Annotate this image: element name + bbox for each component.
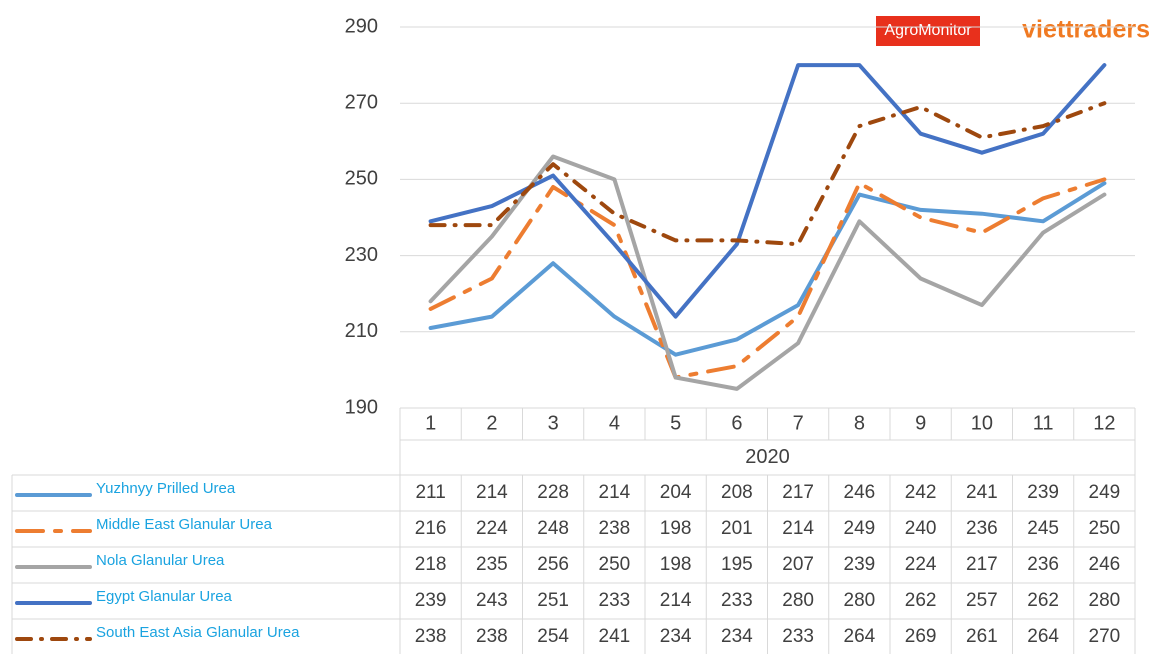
series-line: [428, 63, 1107, 319]
table-value: 234: [660, 626, 692, 647]
table-value: 214: [476, 482, 508, 503]
table-value: 204: [660, 482, 692, 503]
table-value: 224: [476, 518, 508, 539]
table-value: 195: [721, 554, 753, 575]
table-value: 233: [599, 590, 631, 611]
table-value: 211: [415, 482, 445, 503]
table-value: 264: [1027, 626, 1059, 647]
y-tick-label: 210: [345, 320, 378, 342]
x-tick-label: 8: [854, 412, 865, 434]
table-value: 198: [660, 518, 692, 539]
y-tick-label: 230: [345, 244, 378, 266]
x-tick-label: 12: [1093, 412, 1115, 434]
table-value: 280: [844, 590, 876, 611]
table-value: 236: [966, 518, 998, 539]
x-tick-label: 2: [486, 412, 497, 434]
x-tick-label: 11: [1033, 412, 1054, 434]
table-value: 218: [415, 554, 447, 575]
legend-label: Nola Glanular Urea: [96, 552, 225, 569]
table-value: 257: [966, 590, 998, 611]
brand-box: [876, 16, 980, 46]
table-value: 262: [1027, 590, 1059, 611]
table-value: 234: [721, 626, 753, 647]
table-value: 238: [599, 518, 631, 539]
legend-label: Yuzhnyy Prilled Urea: [96, 480, 236, 497]
table-value: 207: [782, 554, 814, 575]
table-value: 261: [966, 626, 998, 647]
table-value: 246: [844, 482, 876, 503]
y-tick-label: 250: [345, 168, 378, 190]
table-value: 241: [599, 626, 631, 647]
legend-label: South East Asia Glanular Urea: [96, 624, 300, 641]
brand-right: viettraders: [1022, 16, 1150, 44]
table-value: 242: [905, 482, 937, 503]
brand-left: AgroMonitor: [884, 22, 972, 39]
table-value: 243: [476, 590, 508, 611]
x-tick-label: 10: [971, 412, 993, 434]
x-tick-label: 1: [425, 412, 436, 434]
table-value: 239: [415, 590, 447, 611]
table-value: 248: [537, 518, 569, 539]
table-value: 280: [782, 590, 814, 611]
table-value: 235: [476, 554, 508, 575]
table-value: 270: [1089, 626, 1121, 647]
table-value: 254: [537, 626, 569, 647]
legend-label: Egypt Glanular Urea: [96, 588, 233, 605]
table-value: 214: [782, 518, 814, 539]
x-tick-label: 7: [793, 412, 804, 434]
y-tick-label: 190: [345, 396, 378, 418]
table-value: 249: [1089, 482, 1121, 503]
table-value: 228: [537, 482, 569, 503]
series-line: [428, 154, 1107, 391]
table-value: 238: [415, 626, 447, 647]
table-value: 246: [1089, 554, 1121, 575]
table-value: 217: [966, 554, 998, 575]
table-value: 245: [1027, 518, 1059, 539]
y-tick-label: 270: [345, 91, 378, 113]
table-value: 250: [599, 554, 631, 575]
series-line: [428, 181, 1107, 357]
table-value: 198: [660, 554, 692, 575]
table-value: 216: [415, 518, 447, 539]
series-line: [428, 101, 1107, 247]
table-value: 217: [782, 482, 814, 503]
y-tick-label: 290: [345, 15, 378, 37]
series-line: [428, 177, 1107, 380]
x-group-label: 2020: [745, 446, 790, 468]
table-value: 249: [844, 518, 876, 539]
table-value: 262: [905, 590, 937, 611]
table-value: 280: [1089, 590, 1121, 611]
table-value: 250: [1089, 518, 1121, 539]
x-tick-label: 6: [731, 412, 742, 434]
table-value: 264: [844, 626, 876, 647]
table-value: 240: [905, 518, 937, 539]
table-value: 239: [1027, 482, 1059, 503]
table-value: 233: [782, 626, 814, 647]
table-value: 201: [721, 518, 753, 539]
table-value: 224: [905, 554, 937, 575]
table-value: 236: [1027, 554, 1059, 575]
table-value: 208: [721, 482, 753, 503]
table-value: 239: [844, 554, 876, 575]
table-value: 214: [599, 482, 631, 503]
table-value: 233: [721, 590, 753, 611]
x-tick-label: 3: [548, 412, 559, 434]
table-value: 256: [537, 554, 569, 575]
x-tick-label: 5: [670, 412, 681, 434]
table-value: 241: [966, 482, 998, 503]
table-value: 251: [537, 590, 569, 611]
table-value: 269: [905, 626, 937, 647]
table-value: 214: [660, 590, 692, 611]
x-tick-label: 9: [915, 412, 926, 434]
x-tick-label: 4: [609, 412, 620, 434]
legend-label: Middle East Glanular Urea: [96, 516, 273, 533]
table-value: 238: [476, 626, 508, 647]
